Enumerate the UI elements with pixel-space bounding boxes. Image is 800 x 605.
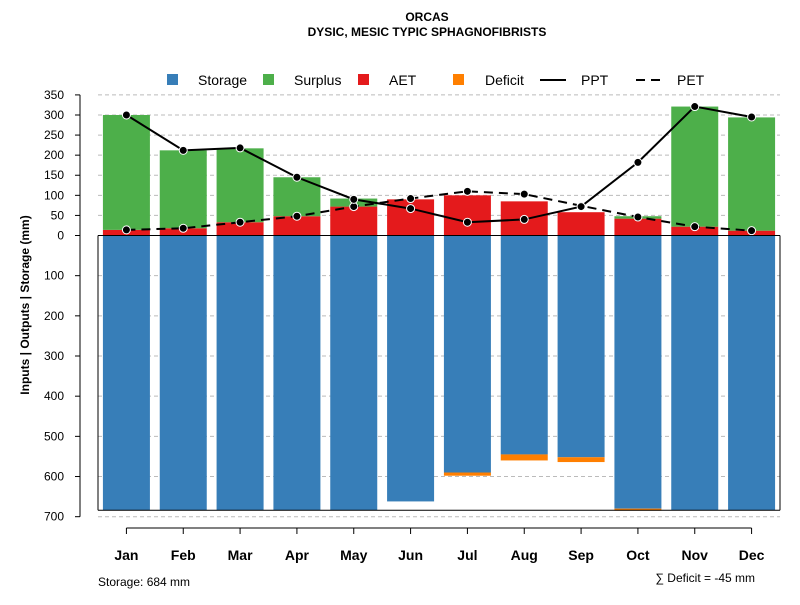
- storage-bar-may: [330, 235, 378, 511]
- aet-bar-oct: [614, 218, 662, 236]
- ppt-point-mar: [235, 143, 245, 153]
- storage-note: Storage: 684 mm: [98, 575, 190, 589]
- ppt-point-jan: [121, 110, 131, 120]
- pet-point-jun: [406, 194, 416, 204]
- x-tick-label: Apr: [285, 547, 310, 563]
- x-tick-label: Feb: [171, 547, 196, 563]
- aet-bar-may: [330, 206, 378, 236]
- legend-label-pet: PET: [677, 72, 705, 88]
- x-tick-label: Jun: [398, 547, 423, 563]
- ppt-point-aug: [519, 214, 529, 224]
- chart-title: ORCAS: [405, 10, 448, 24]
- surplus-bar-jan: [102, 114, 150, 230]
- pet-point-oct: [633, 212, 643, 222]
- y-tick-label: 250: [44, 128, 64, 142]
- storage-bar-jan: [102, 235, 150, 511]
- pet-point-jul: [462, 186, 472, 196]
- pet-point-dec: [747, 226, 757, 236]
- ppt-point-nov: [690, 102, 700, 112]
- pet-point-aug: [519, 189, 529, 199]
- pet-point-apr: [292, 211, 302, 221]
- y-tick-label: 400: [44, 389, 64, 403]
- bars: [102, 106, 776, 511]
- pet-point-nov: [690, 222, 700, 232]
- pet-point-feb: [178, 223, 188, 233]
- x-tick-label: Nov: [682, 547, 709, 563]
- legend: Storage Surplus AET Deficit PPT PET: [167, 72, 705, 88]
- pet-point-jan: [121, 225, 131, 235]
- legend-swatch-storage: [167, 74, 178, 85]
- y-tick-label: 100: [44, 188, 64, 202]
- storage-bar-feb: [159, 235, 207, 511]
- chart-subtitle: DYSIC, MESIC TYPIC SPHAGNOFIBRISTS: [308, 25, 547, 39]
- y-tick-label: 700: [44, 510, 64, 524]
- ppt-point-feb: [178, 145, 188, 155]
- ppt-point-jun: [406, 204, 416, 214]
- aet-bar-jul: [443, 195, 491, 236]
- y-tick-label: 200: [44, 309, 64, 323]
- x-tick-label: Oct: [626, 547, 650, 563]
- storage-bar-jun: [387, 235, 435, 502]
- storage-bar-nov: [671, 235, 719, 511]
- x-tick-label: Aug: [511, 547, 538, 563]
- deficit-bar-sep: [557, 457, 605, 463]
- pet-point-mar: [235, 217, 245, 227]
- pet-line: [126, 190, 752, 232]
- y-axis-label: Inputs | Outputs | Storage (mm): [18, 215, 32, 394]
- legend-swatch-aet: [358, 74, 369, 85]
- ppt-point-jul: [462, 217, 472, 227]
- surplus-bar-feb: [159, 150, 207, 229]
- ppt-point-oct: [633, 157, 643, 167]
- y-tick-label: 300: [44, 108, 64, 122]
- aet-bar-mar: [216, 222, 264, 236]
- legend-label-deficit: Deficit: [485, 72, 524, 88]
- deficit-bar-oct: [614, 508, 662, 511]
- legend-label-storage: Storage: [198, 72, 247, 88]
- legend-swatch-surplus: [263, 74, 274, 85]
- ppt-line: [125, 105, 752, 224]
- storage-bar-sep: [557, 235, 605, 458]
- legend-label-aet: AET: [389, 72, 417, 88]
- surplus-bar-nov: [671, 106, 719, 227]
- series-lines: [121, 102, 757, 236]
- storage-bar-apr: [273, 235, 321, 511]
- grid-lines: [98, 94, 780, 518]
- x-tick-label: Jan: [114, 547, 138, 563]
- x-tick-label: Dec: [739, 547, 765, 563]
- y-tick-label: 300: [44, 349, 64, 363]
- surplus-bar-dec: [728, 117, 776, 231]
- x-tick-label: Jul: [457, 547, 477, 563]
- aet-bar-apr: [273, 216, 321, 236]
- ppt-point-dec: [747, 112, 757, 122]
- x-tick-label: Mar: [228, 547, 253, 563]
- deficit-bar-aug: [500, 454, 548, 461]
- y-tick-label: 200: [44, 148, 64, 162]
- x-tick-label: Sep: [568, 547, 594, 563]
- legend-swatch-deficit: [453, 74, 464, 85]
- legend-label-ppt: PPT: [581, 72, 609, 88]
- x-tick-label: May: [340, 547, 367, 563]
- y-tick-label: 0: [57, 229, 64, 243]
- y-tick-label: 50: [51, 208, 65, 222]
- storage-bar-jul: [443, 235, 491, 473]
- storage-bar-mar: [216, 235, 264, 511]
- y-tick-label: 500: [44, 429, 64, 443]
- surplus-bar-mar: [216, 148, 264, 223]
- axes: 3503002502001501005001002003004005006007…: [44, 88, 781, 563]
- y-tick-label: 600: [44, 470, 64, 484]
- storage-bar-dec: [728, 235, 776, 511]
- y-tick-label: 350: [44, 88, 64, 102]
- y-tick-label: 100: [44, 269, 64, 283]
- ppt-point-sep: [576, 202, 586, 212]
- storage-bar-aug: [500, 235, 548, 455]
- deficit-note: ∑ Deficit = -45 mm: [655, 571, 755, 585]
- y-tick-label: 150: [44, 168, 64, 182]
- storage-bar-oct: [614, 235, 662, 509]
- aet-bar-sep: [557, 212, 605, 236]
- ppt-point-apr: [292, 172, 302, 182]
- legend-label-surplus: Surplus: [294, 72, 341, 88]
- deficit-bar-jul: [443, 472, 491, 476]
- ppt-point-may: [349, 194, 359, 204]
